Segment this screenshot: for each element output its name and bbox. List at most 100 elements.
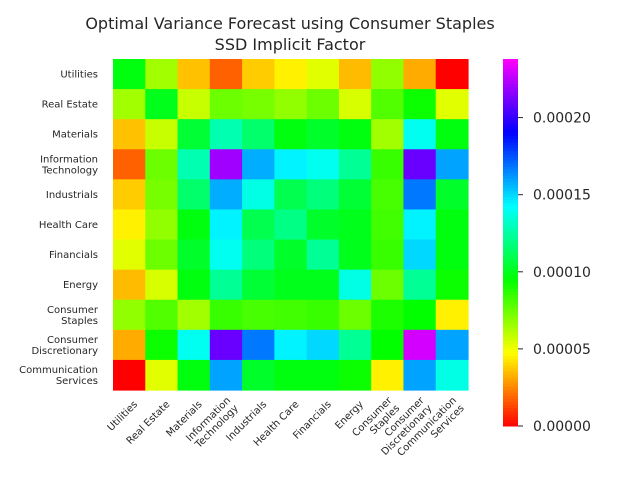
heatmap-cell	[113, 239, 146, 271]
colorbar-segment	[503, 117, 518, 121]
colorbar-segment	[503, 101, 518, 106]
colorbar-segment	[503, 156, 518, 161]
colorbar-segment	[503, 367, 518, 372]
heatmap-cell	[403, 269, 437, 301]
heatmap-cell	[371, 209, 405, 241]
colorbar-segment	[503, 297, 518, 302]
heatmap-cell	[242, 239, 275, 271]
colorbar-segment	[503, 334, 518, 338]
heatmap-cell	[242, 329, 275, 361]
heatmap-cell	[177, 329, 211, 361]
heatmap-cell	[306, 239, 340, 271]
colorbar-segment	[503, 331, 518, 335]
colorbar-segment	[503, 107, 518, 112]
colorbar-segment	[503, 205, 518, 210]
colorbar-segment	[503, 419, 518, 424]
colorbar-segment	[503, 300, 518, 305]
colorbar-segment	[503, 386, 518, 390]
heatmap-cell	[242, 59, 275, 90]
colorbar-segment	[503, 211, 518, 216]
heatmap-cell	[403, 59, 437, 90]
heatmap-cell	[435, 119, 469, 150]
colorbar-segment	[503, 230, 518, 234]
colorbar-segment	[503, 224, 518, 228]
heatmap-cell	[435, 59, 469, 90]
heatmap-cell	[371, 269, 405, 301]
heatmap-cell	[145, 359, 179, 391]
colorbar-segment	[503, 309, 518, 314]
heatmap-cell	[177, 269, 211, 301]
heatmap-cell	[145, 209, 179, 241]
colorbar-segment	[503, 245, 518, 250]
colorbar-segment	[503, 86, 518, 91]
colorbar-segment	[503, 92, 518, 97]
colorbar-segment	[503, 343, 518, 347]
colorbar-segment	[503, 389, 518, 393]
colorbar-segment	[503, 346, 518, 351]
colorbar-segment	[503, 141, 518, 146]
heatmap-cell	[435, 209, 469, 241]
heatmap-cell	[274, 299, 308, 331]
heatmap-cell	[403, 119, 437, 150]
heatmap-cell	[113, 299, 146, 331]
chart-title-line-1: Optimal Variance Forecast using Consumer…	[85, 14, 494, 33]
colorbar-segment	[503, 74, 518, 78]
chart-title-line-2: SSD Implicit Factor	[215, 35, 366, 54]
heatmap-cell	[113, 269, 146, 301]
colorbar-ticks: 0.00000 0.00005 0.00010 0.00015 0.00020	[518, 111, 591, 435]
colorbar-segment	[503, 236, 518, 240]
heatmap-cell	[338, 269, 372, 301]
heatmap-cell	[306, 119, 340, 150]
heatmap-cell	[274, 59, 308, 90]
row-label: Financials	[49, 250, 98, 261]
colorbar-segment	[503, 352, 518, 357]
colorbar-segment	[503, 71, 518, 75]
row-label: Consumer Discretionary	[31, 335, 98, 357]
colorbar-segment	[503, 416, 518, 421]
heatmap-cell	[145, 119, 179, 150]
row-label: Energy	[63, 280, 98, 291]
colorbar-segment	[503, 147, 518, 152]
colorbar-segment	[503, 227, 518, 231]
colorbar-segment	[503, 291, 518, 295]
heatmap-cell	[306, 59, 340, 90]
heatmap-cell	[177, 179, 211, 211]
colorbar-segment	[503, 260, 518, 265]
colorbar-segment	[503, 221, 518, 225]
colorbar-segment	[503, 254, 518, 259]
heatmap-cell	[306, 89, 340, 120]
row-label: Utilities	[60, 70, 98, 81]
row-labels: Utilities Real Estate Materials Information…	[19, 70, 99, 388]
colorbar-segment	[503, 383, 518, 387]
colorbar-segment	[503, 315, 518, 320]
colorbar-segment	[503, 288, 518, 292]
heatmap-cell	[306, 209, 340, 241]
heatmap-cell	[209, 59, 243, 90]
heatmap-cell	[338, 239, 372, 271]
colorbar-segment	[503, 361, 518, 366]
colorbar-segment	[503, 318, 518, 323]
colorbar-segment	[503, 282, 518, 286]
heatmap-cell	[338, 209, 372, 241]
colorbar-segment	[503, 322, 518, 326]
row-label: Information Technology	[40, 154, 98, 176]
colorbar-tick-label: 0.00010	[533, 265, 591, 281]
heatmap-cell	[435, 239, 469, 271]
heatmap-cell	[403, 329, 437, 361]
colorbar-segment	[503, 172, 518, 176]
colorbar-segment	[503, 285, 518, 289]
heatmap-cell	[209, 149, 243, 180]
colorbar-segment	[503, 132, 518, 136]
colorbar-segment	[503, 208, 518, 213]
colorbar-segment	[503, 413, 518, 418]
heatmap-cell	[113, 149, 146, 180]
heatmap-cell	[242, 269, 275, 301]
colorbar-segment	[503, 175, 518, 179]
heatmap-cell	[145, 149, 179, 180]
heatmap-cell	[113, 209, 146, 241]
heatmap-cell	[209, 269, 243, 301]
heatmap-cell	[113, 119, 146, 150]
heatmap-cell	[209, 179, 243, 211]
colorbar-segment	[503, 340, 518, 344]
heatmap-cell	[209, 119, 243, 150]
